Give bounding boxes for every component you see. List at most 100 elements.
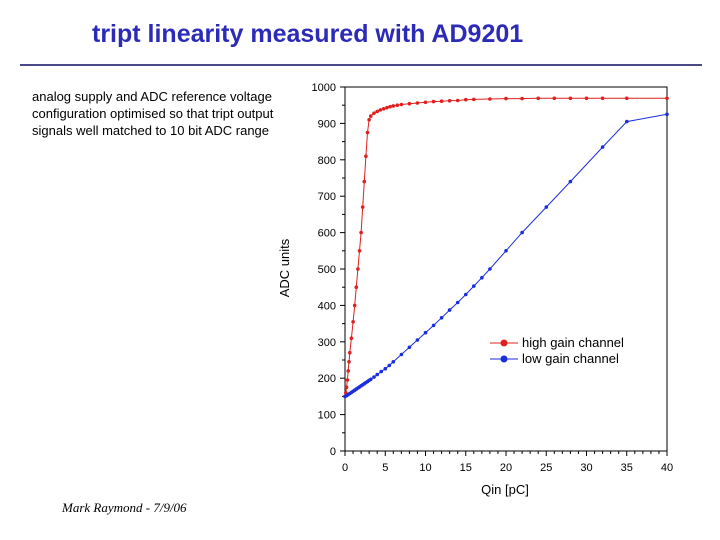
data-point-high-gain-channel [359, 230, 363, 235]
data-point-high-gain-channel [364, 154, 368, 158]
data-point-low-gain-channel [488, 267, 492, 271]
data-point-high-gain-channel [536, 96, 540, 101]
legend-marker [500, 355, 508, 363]
data-point-high-gain-channel [356, 267, 360, 271]
data-point-high-gain-channel [378, 108, 383, 112]
data-point-high-gain-channel [345, 378, 350, 382]
data-point-high-gain-channel [391, 104, 396, 108]
y-tick-label: 600 [318, 228, 336, 240]
data-point-high-gain-channel [455, 98, 460, 103]
x-tick-label: 35 [621, 462, 633, 474]
x-tick-label: 0 [342, 462, 348, 474]
data-point-low-gain-channel [568, 179, 573, 184]
data-point-high-gain-channel [407, 101, 412, 106]
x-tick-label: 10 [419, 462, 431, 474]
data-point-low-gain-channel [472, 284, 476, 288]
data-point-high-gain-channel [360, 205, 365, 209]
data-point-high-gain-channel [520, 96, 524, 101]
y-tick-label: 500 [318, 264, 336, 276]
description-text: analog supply and ADC reference voltage … [32, 89, 274, 138]
x-tick-label: 25 [540, 462, 552, 474]
data-point-high-gain-channel [504, 96, 508, 101]
data-point-high-gain-channel [375, 109, 380, 114]
data-point-low-gain-channel [464, 292, 468, 297]
title-divider [20, 64, 702, 66]
data-point-low-gain-channel [372, 375, 376, 379]
legend-label: low gain channel [522, 351, 619, 366]
data-point-low-gain-channel [415, 338, 420, 342]
data-point-high-gain-channel [351, 320, 355, 324]
data-point-high-gain-channel [552, 96, 557, 101]
x-tick-label: 5 [382, 462, 388, 474]
x-tick-label: 20 [500, 462, 512, 474]
data-point-high-gain-channel [399, 102, 404, 107]
x-tick-label: 40 [661, 462, 673, 474]
y-axis-title: ADC units [277, 238, 292, 297]
y-tick-label: 700 [318, 191, 336, 203]
y-tick-label: 200 [318, 373, 336, 385]
y-tick-label: 0 [330, 446, 336, 458]
data-point-high-gain-channel [385, 105, 389, 110]
data-point-high-gain-channel [464, 97, 468, 102]
y-tick-label: 900 [318, 118, 336, 130]
data-point-high-gain-channel [357, 249, 362, 253]
data-point-high-gain-channel [625, 96, 629, 101]
data-point-low-gain-channel [375, 372, 380, 377]
data-point-low-gain-channel [544, 205, 549, 209]
author-date-footer: Mark Raymond - 7/9/06 [62, 500, 187, 515]
data-point-high-gain-channel [352, 303, 357, 308]
data-point-low-gain-channel [600, 145, 605, 149]
data-point-high-gain-channel [488, 97, 492, 101]
data-point-high-gain-channel [349, 336, 354, 341]
data-point-high-gain-channel [665, 96, 669, 101]
data-point-high-gain-channel [367, 118, 371, 122]
data-point-low-gain-channel [439, 316, 444, 320]
x-tick-label: 15 [460, 462, 472, 474]
series-group [343, 96, 669, 399]
x-tick-label: 30 [580, 462, 592, 474]
data-point-low-gain-channel [379, 369, 384, 374]
data-point-high-gain-channel [584, 96, 589, 101]
data-point-high-gain-channel [344, 385, 349, 390]
data-point-high-gain-channel [600, 96, 605, 101]
data-point-high-gain-channel [354, 285, 359, 290]
x-axis-title: Qin [pC] [481, 482, 529, 497]
data-point-high-gain-channel [431, 99, 436, 104]
slide-title: tript linearity measured with AD9201 [92, 20, 524, 48]
data-point-low-gain-channel [383, 366, 388, 371]
data-point-high-gain-channel [362, 179, 367, 184]
data-point-low-gain-channel [520, 230, 524, 235]
data-point-low-gain-channel [399, 352, 404, 357]
data-point-low-gain-channel [369, 377, 373, 382]
data-point-low-gain-channel [423, 330, 428, 335]
data-point-high-gain-channel [346, 369, 351, 373]
legend-marker [500, 339, 508, 347]
data-point-high-gain-channel [365, 130, 370, 135]
data-point-high-gain-channel [381, 107, 386, 111]
data-point-low-gain-channel [387, 363, 392, 368]
data-point-high-gain-channel [472, 97, 476, 102]
data-point-high-gain-channel [423, 100, 428, 105]
legend-label: high gain channel [522, 335, 624, 350]
series-low-gain-channel [343, 112, 669, 399]
data-point-high-gain-channel [372, 111, 376, 115]
data-point-high-gain-channel [388, 104, 392, 109]
plot-area-border [344, 86, 668, 452]
axis-ticks: 0 100 200 300 400 500 600 700 800 900 1000 0 5 10 15 20… [312, 82, 674, 474]
data-point-low-gain-channel [407, 345, 412, 350]
y-tick-label: 400 [318, 300, 336, 312]
y-tick-label: 100 [318, 410, 336, 422]
data-point-low-gain-channel [665, 112, 669, 117]
data-point-high-gain-channel [348, 350, 352, 355]
data-point-high-gain-channel [447, 99, 452, 103]
data-point-high-gain-channel [439, 99, 444, 103]
plot-frame [344, 86, 668, 452]
data-point-low-gain-channel [455, 300, 460, 305]
data-point-low-gain-channel [504, 249, 508, 253]
data-point-low-gain-channel [391, 360, 396, 364]
data-point-high-gain-channel [568, 96, 573, 101]
data-point-low-gain-channel [447, 308, 452, 312]
y-tick-label: 800 [318, 155, 336, 167]
